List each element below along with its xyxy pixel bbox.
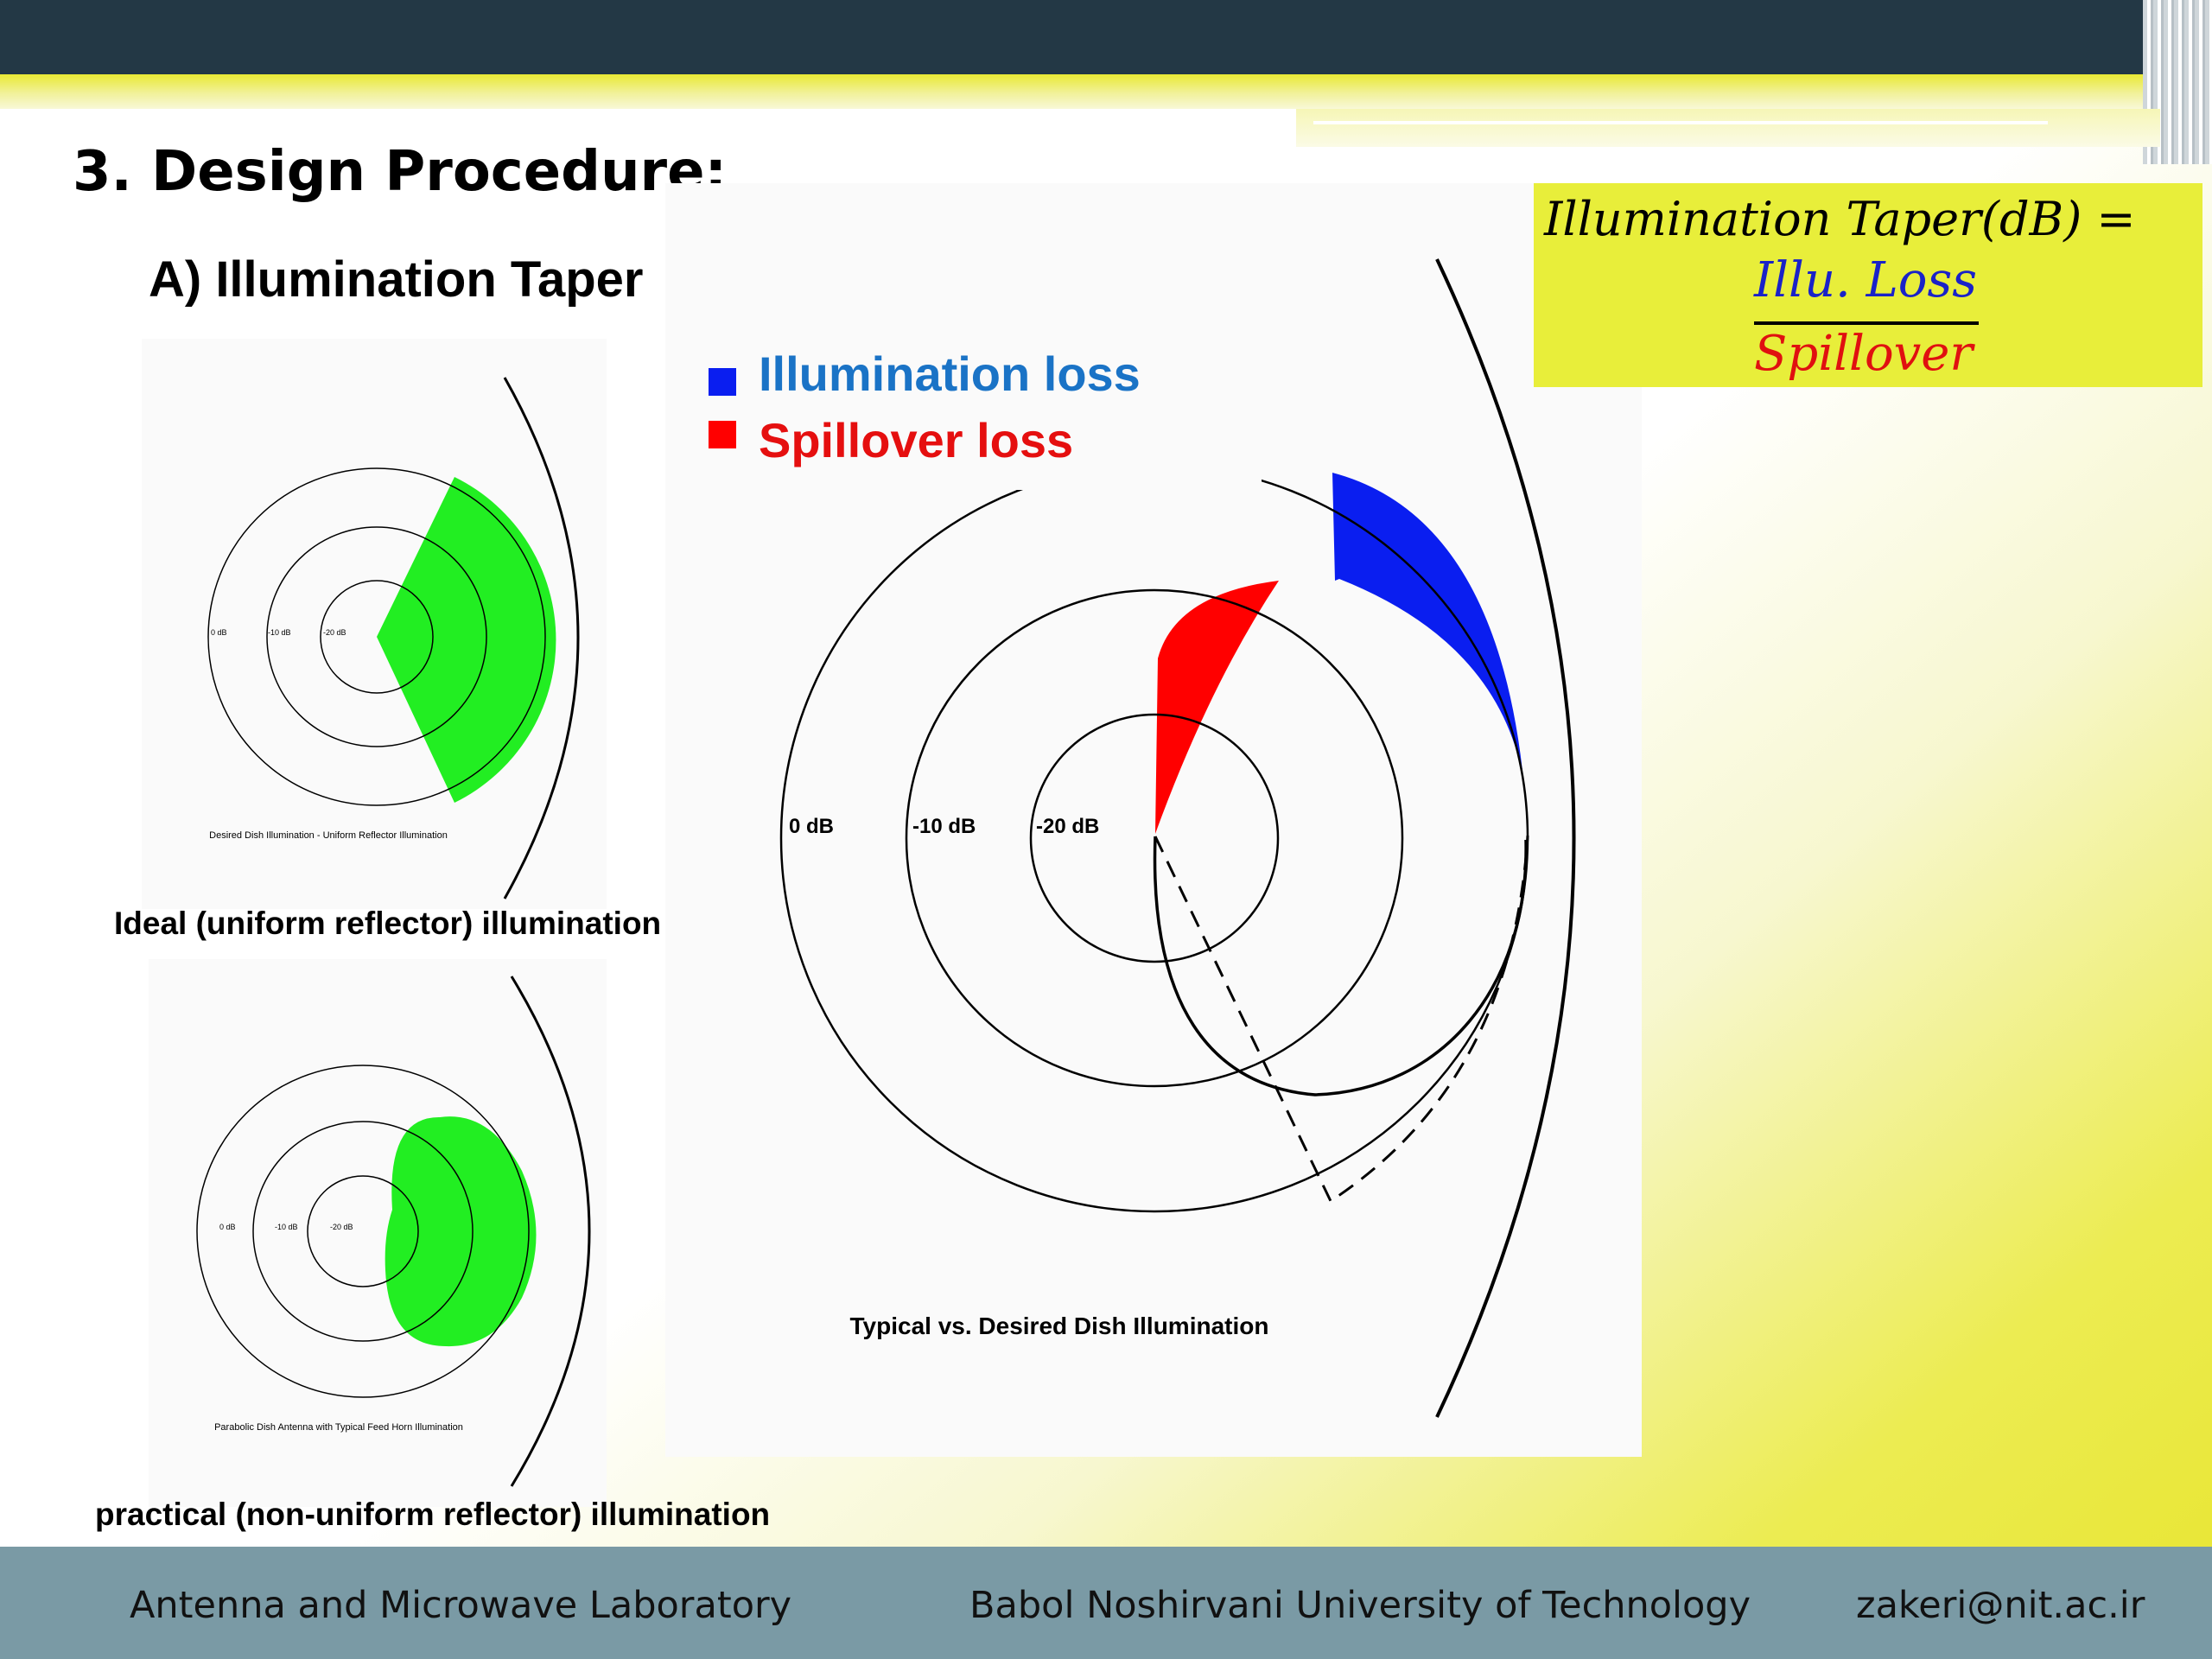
reflector-arc (503, 377, 580, 899)
top-bar (0, 0, 2212, 74)
practical-inner-caption: Parabolic Dish Antenna with Typical Feed… (214, 1422, 463, 1433)
fraction-bar (1754, 321, 1979, 325)
desired-pattern-dashed (1154, 835, 1529, 1204)
footer-bar (0, 1547, 2212, 1659)
ring-10db (905, 588, 1404, 1088)
label-0db: 0 dB (219, 1223, 236, 1231)
ideal-illumination-panel: 0 dB -10 dB -20 dB Desired Dish Illumina… (142, 339, 607, 909)
illumination-loss-label: Illumination loss (759, 346, 1141, 401)
formula-box: Illumination Taper(dB) = Illu. Loss Spil… (1534, 183, 2202, 387)
practical-illumination-diagram: 0 dB -10 dB -20 dB Parabolic Dish Antenn… (196, 976, 591, 1487)
ring-10db (266, 526, 487, 747)
typical-pattern-curve (1153, 836, 1528, 1096)
label-0db: 0 dB (211, 628, 227, 637)
slide-title: 3. Design Procedure: (73, 140, 728, 204)
spillover-loss-swatch (709, 421, 736, 448)
reflector-arc (510, 976, 591, 1487)
slide-subtitle: A) Illumination Taper (149, 251, 644, 308)
label-10db: -10 dB (912, 815, 976, 838)
yellow-band (0, 74, 2143, 109)
formula-numerator: Illu. Loss (1754, 252, 1977, 308)
legend-mask (691, 334, 1262, 490)
footer-email: zakeri@nit.ac.ir (1856, 1584, 2145, 1627)
practical-illumination-panel: 0 dB -10 dB -20 dB Parabolic Dish Antenn… (149, 959, 607, 1507)
main-diagram-panel: 0 dB -10 dB -20 dB Typical vs. Desired D… (665, 183, 1642, 1457)
illumination-loss-swatch (709, 368, 736, 396)
label-10db: -10 dB (268, 628, 291, 637)
reflector-arc (1435, 258, 1576, 1418)
footer-lab: Antenna and Microwave Laboratory (130, 1584, 792, 1627)
ideal-inner-caption: Desired Dish Illumination - Uniform Refl… (209, 830, 448, 841)
spillover-loss-region (1155, 581, 1279, 834)
label-20db: -20 dB (330, 1223, 353, 1231)
ring-0db (207, 467, 546, 806)
formula-denominator: Spillover (1754, 326, 1974, 382)
main-caption: Typical vs. Desired Dish Illumination (850, 1313, 1269, 1339)
main-illumination-diagram: 0 dB -10 dB -20 dB Typical vs. Desired D… (691, 258, 1576, 1418)
label-20db: -20 dB (1036, 815, 1099, 838)
practical-caption: practical (non-uniform reflector) illumi… (95, 1497, 771, 1532)
spillover-loss-label: Spillover loss (759, 413, 1073, 467)
label-0db: 0 dB (789, 815, 834, 838)
yellow-band-lower (1296, 109, 2160, 147)
ring-0db (196, 1065, 530, 1398)
practical-green-fill (385, 1116, 537, 1347)
ideal-illumination-diagram: 0 dB -10 dB -20 dB Desired Dish Illumina… (207, 377, 580, 899)
ring-10db (252, 1121, 474, 1342)
ring-20db (1029, 713, 1280, 963)
footer-university: Babol Noshirvani University of Technolog… (969, 1584, 1751, 1627)
ideal-caption: Ideal (uniform reflector) illumination (114, 906, 662, 941)
illumination-loss-region (1332, 473, 1529, 835)
ring-20db (320, 580, 434, 694)
ideal-green-fill (377, 477, 556, 803)
ring-20db (307, 1175, 419, 1287)
white-rule (1313, 121, 2048, 124)
formula-lhs: Illumination Taper(dB) = (1544, 192, 2136, 246)
label-20db: -20 dB (323, 628, 346, 637)
label-10db: -10 dB (275, 1223, 298, 1231)
